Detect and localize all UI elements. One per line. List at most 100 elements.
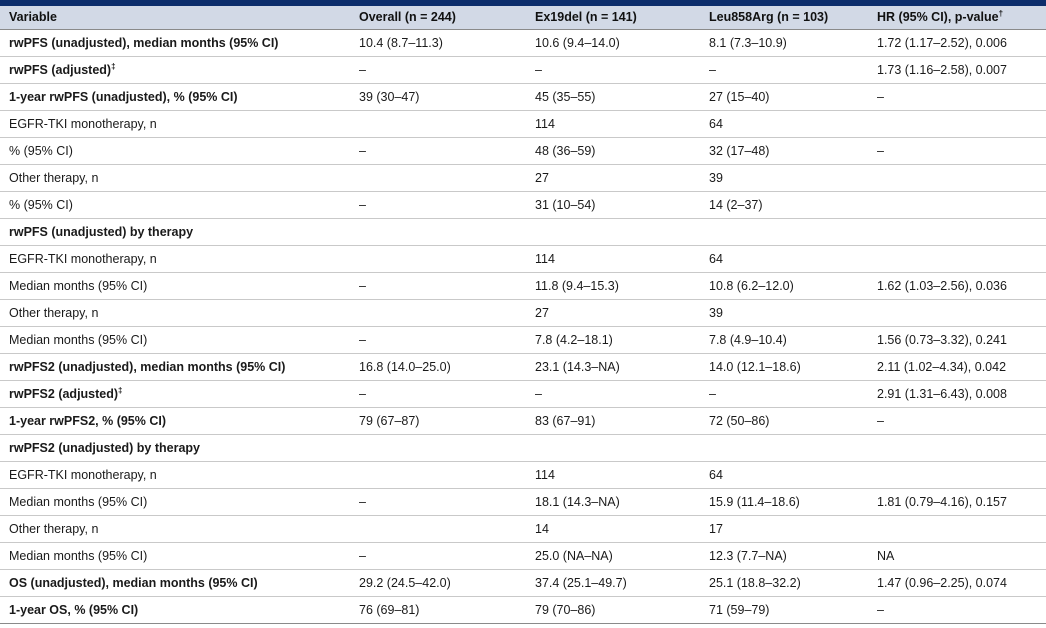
row-label-text: EGFR-TKI monotherapy, n	[9, 467, 157, 482]
cell-leu858arg: 7.8 (4.9–10.4)	[700, 326, 868, 354]
row-label-text: rwPFS2 (unadjusted), median months (95% …	[9, 359, 286, 374]
cell-ex19del: 79 (70–86)	[526, 596, 700, 624]
cell-overall	[350, 110, 526, 138]
table-row: EGFR-TKI monotherapy, n 114 64	[0, 245, 1046, 273]
row-label: EGFR-TKI monotherapy, n	[0, 461, 350, 489]
cell-ex19del: 14	[526, 515, 700, 543]
cell-ex19del: 7.8 (4.2–18.1)	[526, 326, 700, 354]
cell-ex19del: –	[526, 56, 700, 84]
cell-overall	[350, 299, 526, 327]
table-row: Median months (95% CI) –11.8 (9.4–15.3) 10…	[0, 272, 1046, 300]
table-header-row: Variable Overall (n = 244) Ex19del (n = …	[0, 6, 1046, 30]
cell-leu858arg: 64	[700, 110, 868, 138]
cell-hr: –	[868, 407, 1046, 435]
cell-leu858arg: 64	[700, 245, 868, 273]
footnote-mark: ‡	[118, 385, 123, 395]
row-label: rwPFS (unadjusted), median months (95% C…	[0, 29, 350, 57]
cell-hr: 2.91 (1.31–6.43), 0.008	[868, 380, 1046, 408]
row-label: Other therapy, n	[0, 515, 350, 543]
header-hr-label: HR (95% CI), p-value	[877, 10, 999, 25]
row-label-text: Other therapy, n	[9, 521, 99, 536]
cell-hr: –	[868, 137, 1046, 165]
cell-ex19del: –	[526, 380, 700, 408]
row-label: Median months (95% CI)	[0, 542, 350, 570]
cell-ex19del: 25.0 (NA–NA)	[526, 542, 700, 570]
cell-leu858arg: 12.3 (7.7–NA)	[700, 542, 868, 570]
table-body: rwPFS (unadjusted), median months (95% C…	[0, 29, 1046, 624]
table-row: Median months (95% CI) –18.1 (14.3–NA) 15.…	[0, 488, 1046, 516]
row-label: EGFR-TKI monotherapy, n	[0, 110, 350, 138]
cell-ex19del: 114	[526, 110, 700, 138]
cell-leu858arg: –	[700, 56, 868, 84]
cell-hr	[868, 515, 1046, 543]
cell-hr	[868, 191, 1046, 219]
cell-leu858arg: 10.8 (6.2–12.0)	[700, 272, 868, 300]
header-variable: Variable	[0, 6, 350, 30]
row-label-text: rwPFS (unadjusted) by therapy	[9, 224, 194, 239]
row-label: Median months (95% CI)	[0, 272, 350, 300]
table-row: Other therapy, n 27 39	[0, 299, 1046, 327]
cell-leu858arg: 15.9 (11.4–18.6)	[700, 488, 868, 516]
cell-leu858arg: 25.1 (18.8–32.2)	[700, 569, 868, 597]
row-label-text: EGFR-TKI monotherapy, n	[9, 251, 157, 266]
cell-ex19del: 10.6 (9.4–14.0)	[526, 29, 700, 57]
cell-ex19del: 83 (67–91)	[526, 407, 700, 435]
cell-ex19del: 45 (35–55)	[526, 83, 700, 111]
cell-hr: 2.11 (1.02–4.34), 0.042	[868, 353, 1046, 381]
row-label-text: EGFR-TKI monotherapy, n	[9, 116, 157, 131]
cell-ex19del: 18.1 (14.3–NA)	[526, 488, 700, 516]
cell-overall: –	[350, 191, 526, 219]
table-row: rwPFS (adjusted)‡ – – –1.73 (1.16–2.58), 0.…	[0, 56, 1046, 84]
cell-hr	[868, 461, 1046, 489]
cell-leu858arg: 17	[700, 515, 868, 543]
cell-ex19del: 27	[526, 299, 700, 327]
row-label: 1-year rwPFS2, % (95% CI)	[0, 407, 350, 435]
cell-ex19del: 114	[526, 461, 700, 489]
row-label: % (95% CI)	[0, 191, 350, 219]
cell-leu858arg: 32 (17–48)	[700, 137, 868, 165]
cell-leu858arg: 14 (2–37)	[700, 191, 868, 219]
row-label: Other therapy, n	[0, 164, 350, 192]
cell-hr: 1.81 (0.79–4.16), 0.157	[868, 488, 1046, 516]
cell-hr: 1.72 (1.17–2.52), 0.006	[868, 29, 1046, 57]
cell-overall	[350, 434, 526, 462]
cell-leu858arg: 27 (15–40)	[700, 83, 868, 111]
table-row: OS (unadjusted), median months (95% CI) 2…	[0, 569, 1046, 597]
cell-overall	[350, 461, 526, 489]
cell-overall: 76 (69–81)	[350, 596, 526, 624]
table-row: EGFR-TKI monotherapy, n 114 64	[0, 461, 1046, 489]
table-row: rwPFS2 (adjusted)‡ – – –2.91 (1.31–6.43), 0…	[0, 380, 1046, 408]
cell-leu858arg: 64	[700, 461, 868, 489]
row-label-text: rwPFS2 (unadjusted) by therapy	[9, 440, 201, 455]
row-label-text: rwPFS (unadjusted), median months (95% C…	[9, 35, 279, 50]
header-hr: HR (95% CI), p-value†	[868, 6, 1046, 30]
cell-overall: 79 (67–87)	[350, 407, 526, 435]
row-label: Median months (95% CI)	[0, 326, 350, 354]
cell-overall: –	[350, 326, 526, 354]
cell-overall	[350, 245, 526, 273]
row-label-text: % (95% CI)	[9, 197, 73, 212]
cell-overall: –	[350, 488, 526, 516]
row-label-text: 1-year OS, % (95% CI)	[9, 602, 139, 617]
results-table: Variable Overall (n = 244) Ex19del (n = …	[0, 6, 1046, 624]
table-row: rwPFS (unadjusted) by therapy	[0, 218, 1046, 246]
cell-overall: –	[350, 56, 526, 84]
cell-hr	[868, 434, 1046, 462]
row-label-text: 1-year rwPFS2, % (95% CI)	[9, 413, 167, 428]
cell-hr	[868, 218, 1046, 246]
row-label-text: Median months (95% CI)	[9, 278, 148, 293]
row-label-text: rwPFS (adjusted)	[9, 62, 112, 77]
table-row: % (95% CI) –31 (10–54) 14 (2–37)	[0, 191, 1046, 219]
row-label: EGFR-TKI monotherapy, n	[0, 245, 350, 273]
row-label-text: Median months (95% CI)	[9, 332, 148, 347]
table-row: rwPFS (unadjusted), median months (95% C…	[0, 29, 1046, 57]
cell-leu858arg: 14.0 (12.1–18.6)	[700, 353, 868, 381]
cell-hr: 1.62 (1.03–2.56), 0.036	[868, 272, 1046, 300]
cell-hr	[868, 245, 1046, 273]
table-row: Median months (95% CI) –7.8 (4.2–18.1) 7.8…	[0, 326, 1046, 354]
cell-ex19del: 114	[526, 245, 700, 273]
cell-ex19del: 23.1 (14.3–NA)	[526, 353, 700, 381]
cell-overall	[350, 515, 526, 543]
cell-ex19del: 48 (36–59)	[526, 137, 700, 165]
cell-hr	[868, 110, 1046, 138]
